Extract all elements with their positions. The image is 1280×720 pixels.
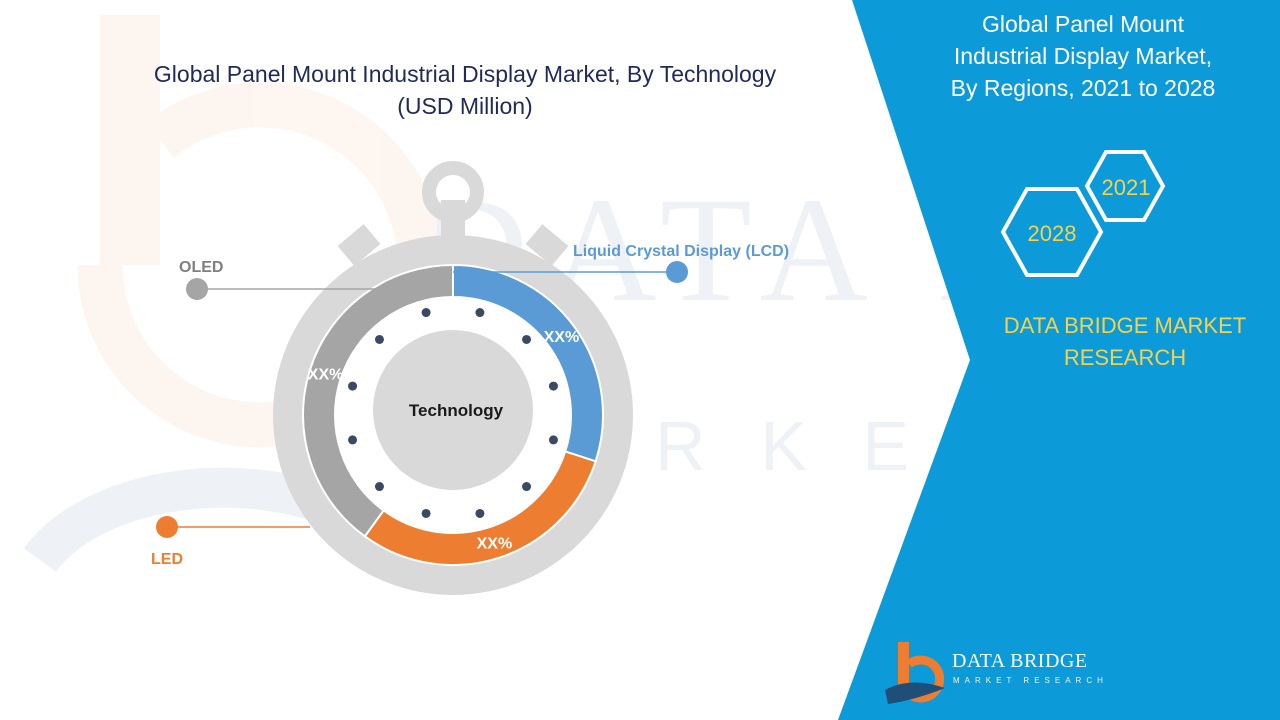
chart-title: Global Panel Mount Industrial Display Ma… [120, 58, 810, 122]
dial-tick [374, 482, 384, 492]
donut-chart [302, 263, 604, 566]
brand-line-1: DATA BRIDGE MARKET [1003, 313, 1247, 338]
donut-slice-2 [302, 263, 454, 538]
hexagon-2028 [1000, 187, 1104, 277]
center-label: Technology [409, 401, 504, 420]
dial-tick [348, 435, 358, 445]
dial-tick [374, 334, 384, 344]
dial-tick [548, 435, 558, 445]
year-2021-label: 2021 [1102, 175, 1151, 200]
brand-line-2: RESEARCH [1063, 345, 1187, 370]
dial-tick [475, 308, 485, 318]
legend-led: LED [151, 516, 310, 568]
stopwatch-right-button [525, 224, 569, 266]
slice-labels: XX% XX% XX% [308, 329, 579, 552]
dial-ticks [348, 308, 558, 518]
slice-label-0: XX% [544, 329, 580, 346]
legend-label-oled: OLED [179, 259, 223, 276]
dial-tick [421, 308, 431, 318]
chart-title-line: Global Panel Mount Industrial Display Ma… [153, 61, 777, 87]
logo-tagline: MARKET RESEARCH [953, 676, 1108, 685]
side-panel-title: Global Panel Mount Industrial Display Ma… [918, 8, 1248, 104]
dial-tick [548, 381, 558, 391]
slice-label-2: XX% [308, 367, 344, 384]
dial-tick [522, 482, 532, 492]
logo-icon [885, 642, 945, 704]
dial-tick [522, 334, 532, 344]
legend-oled: OLED [179, 259, 375, 300]
slice-label-1: XX% [477, 535, 513, 552]
side-title-line-1: Global Panel Mount [981, 11, 1184, 37]
donut-hub [373, 330, 533, 490]
legend-label-led: LED [151, 551, 183, 568]
legend-marker-led [156, 516, 178, 538]
legend-lcd: Liquid Crystal Display (LCD) [453, 243, 789, 283]
dial-tick [475, 508, 485, 518]
year-2028-label: 2028 [1028, 221, 1077, 246]
brand-name: DATA BRIDGE MARKET RESEARCH [975, 310, 1275, 374]
side-title-line-2: Industrial Display Market, [953, 43, 1213, 69]
side-panel-background [838, 0, 1280, 720]
dial-tick [348, 381, 358, 391]
hexagon-2021 [1084, 150, 1166, 222]
side-title-line-3: By Regions, 2021 to 2028 [950, 75, 1216, 101]
dial-tick [421, 508, 431, 518]
chart-subtitle: (USD Million) [397, 93, 533, 119]
logo-name: DATA BRIDGE [952, 650, 1088, 672]
legend-marker-lcd [666, 261, 688, 283]
legend-label-lcd: Liquid Crystal Display (LCD) [573, 243, 789, 260]
stopwatch-stem [441, 200, 465, 238]
legend-marker-oled [186, 278, 208, 300]
stopwatch-left-button [337, 224, 381, 266]
year-hexagons [1000, 150, 1166, 277]
